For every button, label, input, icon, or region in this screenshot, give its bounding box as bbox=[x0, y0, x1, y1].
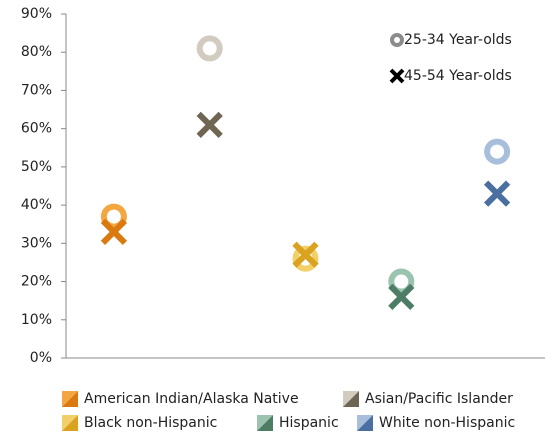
legend-swatch-dark bbox=[62, 415, 78, 431]
y-tick-label: 10% bbox=[21, 312, 52, 328]
y-tick-label: 60% bbox=[21, 121, 52, 137]
y-tick-label: 30% bbox=[21, 235, 52, 251]
x-stroke bbox=[483, 180, 511, 207]
point-circle bbox=[292, 245, 319, 272]
legend-category: American Indian/Alaska Native bbox=[84, 391, 299, 407]
legend-marker bbox=[389, 68, 405, 84]
y-tick-label: 70% bbox=[21, 82, 52, 98]
point-circle bbox=[100, 203, 127, 230]
legend-category: Black non-Hispanic bbox=[84, 415, 217, 431]
legend-label: 25-34 Year-olds bbox=[404, 32, 512, 48]
legend-swatch-dark bbox=[62, 391, 78, 407]
legend-swatch-dark bbox=[343, 391, 359, 407]
legend-marker bbox=[390, 33, 404, 47]
x-stroke bbox=[292, 241, 319, 268]
point-x bbox=[483, 180, 511, 207]
x-stroke bbox=[388, 283, 415, 310]
x-stroke bbox=[100, 218, 128, 245]
point-x bbox=[388, 283, 415, 310]
point-circle bbox=[388, 268, 415, 295]
legend-category: Asian/Pacific Islander bbox=[365, 391, 513, 407]
legend-swatch-dark bbox=[357, 415, 373, 431]
point-x bbox=[100, 218, 128, 245]
y-tick-label: 0% bbox=[30, 350, 52, 366]
y-tick-label: 50% bbox=[21, 159, 52, 175]
point-circle bbox=[484, 138, 511, 165]
y-tick-label: 90% bbox=[21, 6, 52, 22]
legend-label: 45-54 Year-olds bbox=[404, 68, 512, 84]
legend-swatch-dark bbox=[257, 415, 273, 431]
legend-category: White non-Hispanic bbox=[379, 415, 515, 431]
legend-category: Hispanic bbox=[279, 415, 339, 431]
point-circle bbox=[196, 35, 223, 62]
y-tick-label: 80% bbox=[21, 44, 52, 60]
y-tick-label: 20% bbox=[21, 274, 52, 290]
point-x bbox=[196, 111, 223, 138]
x-stroke bbox=[389, 68, 405, 84]
point-x bbox=[292, 241, 319, 268]
x-stroke bbox=[196, 111, 223, 138]
y-tick-label: 40% bbox=[21, 197, 52, 213]
